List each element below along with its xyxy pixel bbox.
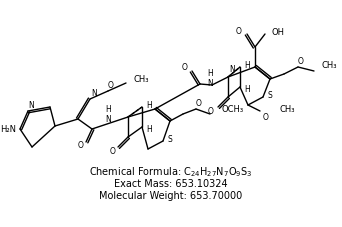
Text: O: O bbox=[236, 26, 242, 35]
Text: CH₃: CH₃ bbox=[322, 60, 338, 69]
Text: H: H bbox=[146, 125, 152, 134]
Text: S: S bbox=[268, 91, 273, 100]
Text: N: N bbox=[229, 65, 235, 74]
Text: CH₃: CH₃ bbox=[134, 74, 149, 83]
Text: H₂N: H₂N bbox=[0, 125, 16, 134]
Text: H: H bbox=[244, 61, 250, 70]
Text: H: H bbox=[207, 69, 213, 78]
Text: H: H bbox=[105, 105, 111, 114]
Text: O: O bbox=[196, 99, 202, 108]
Text: Exact Mass: 653.10324: Exact Mass: 653.10324 bbox=[114, 178, 228, 188]
Text: O: O bbox=[109, 147, 115, 156]
Text: OH: OH bbox=[272, 27, 285, 36]
Text: S: S bbox=[168, 135, 173, 144]
Text: N: N bbox=[207, 79, 213, 88]
Text: H: H bbox=[146, 101, 152, 110]
Text: O: O bbox=[108, 81, 114, 90]
Text: N: N bbox=[105, 115, 111, 124]
Text: O: O bbox=[78, 141, 84, 150]
Text: O: O bbox=[182, 63, 188, 72]
Text: O: O bbox=[263, 112, 269, 121]
Text: CH₃: CH₃ bbox=[280, 104, 295, 113]
Text: O: O bbox=[208, 106, 214, 115]
Text: Chemical Formula: C$_{24}$H$_{27}$N$_{7}$O$_{9}$S$_{3}$: Chemical Formula: C$_{24}$H$_{27}$N$_{7}… bbox=[89, 164, 253, 178]
Text: Molecular Weight: 653.70000: Molecular Weight: 653.70000 bbox=[100, 190, 242, 200]
Text: N: N bbox=[91, 89, 97, 98]
Text: H: H bbox=[244, 85, 250, 94]
Text: N: N bbox=[28, 100, 34, 109]
Text: O: O bbox=[298, 57, 304, 66]
Text: OCH₃: OCH₃ bbox=[222, 105, 244, 114]
